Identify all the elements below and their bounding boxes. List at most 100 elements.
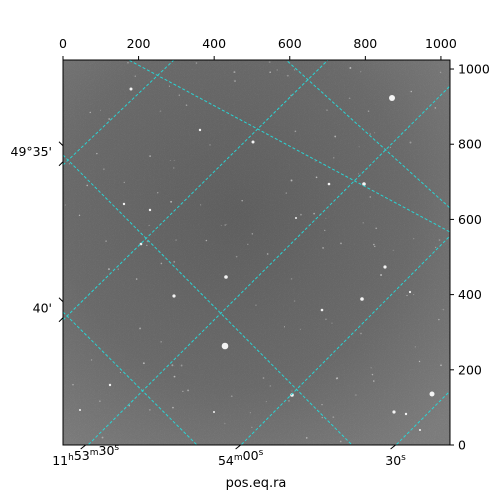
speckle [199, 204, 202, 206]
star [224, 275, 228, 279]
ra-tick [80, 444, 86, 450]
ra-tick-label: 30s [385, 453, 406, 468]
speckle [134, 75, 136, 77]
speckle [173, 167, 175, 169]
speckle [313, 212, 316, 215]
speckle [370, 367, 372, 369]
star [198, 128, 202, 132]
speckle [434, 107, 437, 109]
speckle [171, 364, 174, 367]
speckle [195, 62, 198, 64]
speckle [389, 146, 392, 148]
speckle [372, 380, 375, 382]
speckle [392, 249, 394, 252]
speckle [349, 66, 352, 69]
speckle [367, 110, 370, 112]
speckle [68, 163, 71, 165]
speckle [276, 69, 278, 71]
speckle [336, 377, 339, 380]
speckle [369, 133, 372, 135]
dec-tick-label: 40' [33, 300, 52, 315]
dec-axis: 49°35' 40' [11, 141, 64, 323]
dec-tick [58, 161, 64, 167]
speckle [325, 318, 327, 320]
speckle [369, 196, 372, 198]
speckle [142, 362, 145, 365]
speckle [340, 242, 342, 245]
star [129, 87, 133, 91]
speckle [107, 268, 110, 271]
speckle [209, 144, 211, 146]
speckle [326, 109, 328, 111]
star [327, 182, 331, 186]
speckle [438, 239, 441, 241]
image-panel [62, 59, 451, 446]
speckle [173, 159, 175, 162]
speckle [123, 181, 125, 184]
speckle [146, 244, 148, 246]
star [172, 294, 176, 298]
speckle [169, 160, 171, 162]
speckle [355, 394, 357, 396]
speckle [321, 404, 323, 406]
speckle [410, 90, 413, 93]
speckle [251, 233, 254, 235]
speckle [315, 176, 318, 179]
speckle [291, 390, 293, 392]
speckle [348, 97, 351, 100]
speckle [375, 227, 378, 230]
star [408, 290, 412, 294]
star [419, 429, 421, 431]
ra-axis-title: pos.eq.ra [226, 476, 287, 491]
star [404, 412, 408, 416]
speckle [262, 377, 265, 379]
speckle [286, 74, 289, 77]
grid-line [63, 60, 175, 166]
speckle [442, 308, 445, 311]
grid-line [63, 154, 353, 445]
speckle [172, 406, 174, 409]
speckle [268, 61, 271, 64]
speckle [127, 61, 129, 64]
speckle [249, 412, 251, 414]
speckle [64, 204, 66, 206]
speckle [173, 375, 176, 378]
star [295, 217, 297, 219]
speckle [101, 436, 104, 439]
speckle [413, 294, 415, 296]
speckle [266, 253, 269, 255]
speckle [438, 318, 440, 321]
ra-tick-label: 54m00s [218, 448, 264, 468]
speckle [290, 278, 293, 280]
speckle [371, 373, 374, 376]
speckle [251, 426, 253, 428]
speckle [168, 85, 171, 87]
speckle [182, 390, 184, 393]
dec-tick [58, 141, 64, 147]
speckle [360, 332, 362, 335]
right-tick-label: 0 [458, 438, 466, 453]
speckle [247, 243, 249, 245]
ra-axis: 11h53m30s 54m00s 30s [52, 443, 406, 468]
grid-line [395, 390, 450, 445]
speckle [128, 405, 131, 407]
star [251, 140, 255, 144]
dec-tick [58, 317, 64, 323]
star [148, 208, 152, 212]
right-tick-label: 400 [458, 287, 482, 302]
speckle [170, 200, 173, 203]
speckle [314, 160, 316, 162]
ra-tick-label: 11h53m30s [52, 443, 119, 468]
speckle [299, 328, 301, 330]
speckle [90, 359, 93, 361]
speckle [290, 179, 293, 182]
speckle [89, 111, 91, 114]
speckle [175, 239, 177, 241]
speckle [86, 184, 89, 187]
speckle [99, 109, 102, 111]
speckle [362, 222, 364, 224]
grid-line [285, 60, 450, 209]
right-tick-label: 1000 [458, 62, 490, 77]
speckle [357, 173, 360, 175]
star [362, 182, 366, 186]
